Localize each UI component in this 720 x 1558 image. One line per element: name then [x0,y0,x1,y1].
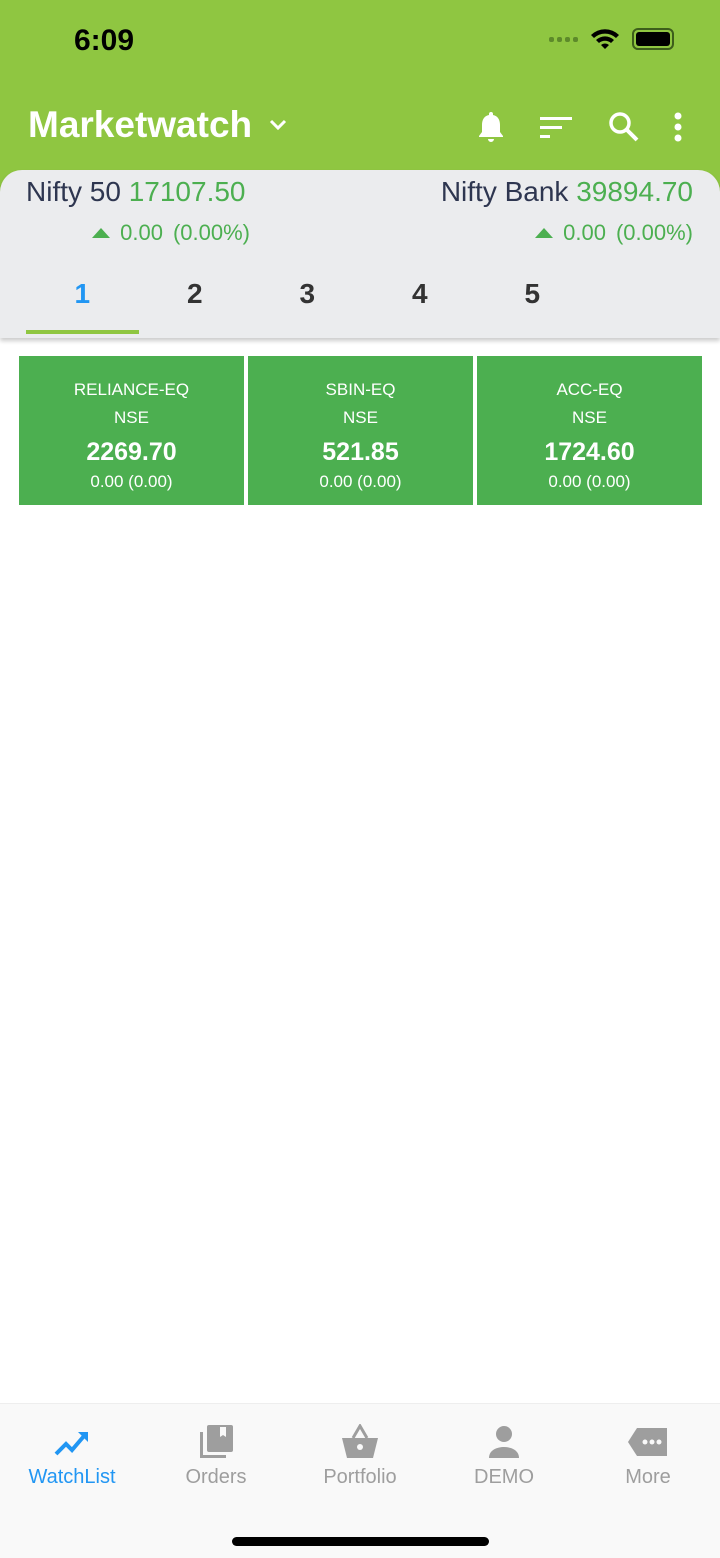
scrip-card[interactable]: RELIANCE-EQ NSE 2269.70 0.00 (0.00) [19,356,244,505]
change-percent: (0.00%) [172,220,250,245]
nav-demo[interactable]: DEMO [432,1404,576,1489]
scrip-exchange: NSE [114,408,149,427]
change-value: 0.00 [120,220,163,245]
scrip-grid: RELIANCE-EQ NSE 2269.70 0.00 (0.00) SBIN-EQ… [19,356,702,505]
scrip-price: 521.85 [322,438,399,466]
more-label-icon [628,1428,667,1456]
index-nifty50[interactable]: Nifty 50 17107.50 [26,176,246,208]
nav-label: Orders [185,1466,247,1488]
bottom-nav: WatchList Orders Portfolio DEMO More [0,1403,720,1558]
basket-icon [342,1424,378,1458]
library-books-icon [200,1425,233,1458]
nav-orders[interactable]: Orders [144,1404,288,1489]
battery-icon [632,28,674,50]
tab-2[interactable]: 2 [186,278,203,309]
page-title: Marketwatch [28,104,253,145]
sort-icon[interactable] [540,115,574,139]
index-change-niftybank: 0.00 (0.00%) [535,220,693,246]
scrip-change: 0.00 (0.00) [548,472,631,491]
index-panel: Nifty 50 17107.50 0.00 (0.00%) Nifty Bank… [0,170,720,338]
nav-portfolio[interactable]: Portfolio [288,1404,432,1489]
scrip-exchange: NSE [572,408,607,427]
signal-icon [549,36,578,42]
nav-label: Portfolio [323,1466,397,1488]
wifi-icon [591,29,619,49]
index-name: Nifty 50 [26,176,121,207]
nav-label: WatchList [28,1466,116,1488]
watchlist-tabs: 1 2 3 4 5 [26,260,589,334]
arrow-up-icon [535,228,554,238]
bell-icon[interactable] [476,110,506,144]
person-icon [489,1426,519,1458]
tab-5[interactable]: 5 [524,278,541,309]
trending-up-icon [54,1432,88,1456]
index-value: 17107.50 [128,176,246,207]
scrip-symbol: RELIANCE-EQ [73,380,190,399]
scrip-exchange: NSE [343,408,378,427]
scrip-symbol: SBIN-EQ [325,380,396,399]
tab-3[interactable]: 3 [299,278,316,309]
home-indicator[interactable] [232,1537,489,1546]
more-vert-icon[interactable] [674,112,682,142]
scrip-change: 0.00 (0.00) [90,472,173,491]
chevron-down-icon [270,119,287,131]
tab-4[interactable]: 4 [411,278,428,309]
nav-label: More [625,1466,671,1488]
index-value: 39894.70 [576,176,693,207]
index-name: Nifty Bank [440,176,569,207]
scrip-change: 0.00 (0.00) [319,472,402,491]
index-niftybank[interactable]: Nifty Bank 39894.70 [441,176,693,208]
scrip-card[interactable]: ACC-EQ NSE 1724.60 0.00 (0.00) [477,356,702,505]
scrip-symbol: ACC-EQ [556,380,623,399]
change-percent: (0.00%) [615,220,693,245]
tab-1[interactable]: 1 [26,260,139,334]
change-value: 0.00 [563,220,606,245]
scrip-card[interactable]: SBIN-EQ NSE 521.85 0.00 (0.00) [248,356,473,505]
index-change-nifty50: 0.00 (0.00%) [92,220,250,246]
status-icons [549,28,674,50]
nav-label: DEMO [474,1466,534,1488]
scrip-price: 1724.60 [544,438,635,466]
nav-watchlist[interactable]: WatchList [0,1404,144,1489]
search-icon[interactable] [608,111,640,143]
status-time: 6:09 [74,24,135,57]
arrow-up-icon [92,228,111,238]
app-header: 6:09 Marketwatch [0,0,720,200]
scrip-price: 2269.70 [86,438,177,466]
nav-more[interactable]: More [576,1404,720,1489]
watchlist-selector[interactable]: Marketwatch [28,104,288,146]
